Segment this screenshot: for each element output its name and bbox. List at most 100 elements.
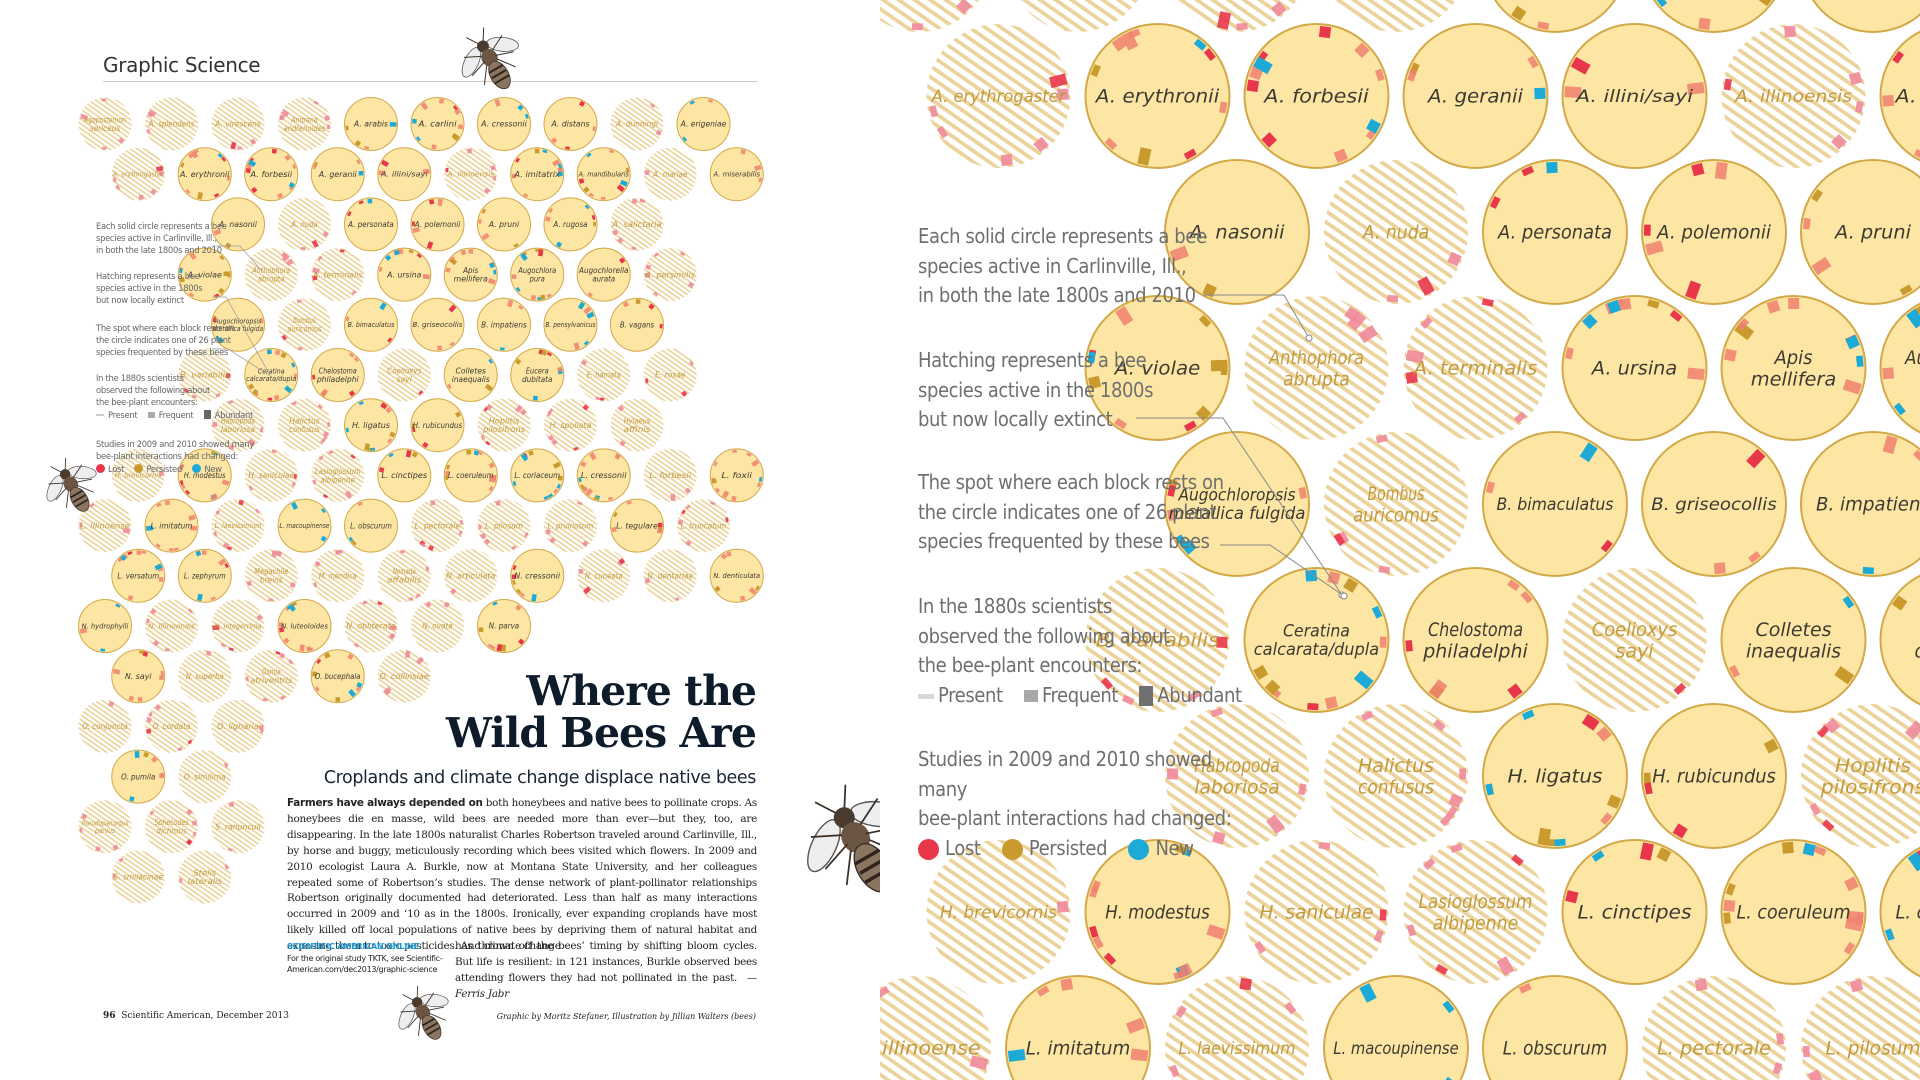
interaction-block — [1882, 94, 1895, 107]
interaction-block — [353, 642, 360, 648]
interaction-block — [380, 159, 390, 167]
interaction-block — [180, 162, 185, 168]
interaction-block — [1360, 710, 1374, 722]
hatched-circle — [411, 599, 464, 653]
interaction-block — [191, 150, 199, 159]
hatched-circle — [477, 398, 531, 452]
interaction-block — [1521, 165, 1535, 177]
species-circle: B. pensylvanicus — [543, 297, 598, 352]
interaction-block — [112, 668, 121, 675]
interaction-block — [1379, 636, 1387, 648]
species-circle: A. rugosa — [543, 197, 598, 252]
interaction-block — [512, 481, 517, 487]
new-label: New — [1155, 836, 1194, 861]
interaction-block — [1048, 73, 1068, 89]
interaction-block — [1125, 1017, 1146, 1034]
interaction-block — [1270, 1, 1287, 17]
species-circle: B. variabilis — [178, 348, 232, 402]
species-label: B. impatiens — [481, 320, 527, 329]
interaction-block — [1216, 11, 1232, 30]
interaction-block — [450, 588, 457, 595]
species-label: auricomus — [287, 325, 322, 334]
legend-line: but now locally extinct — [918, 407, 1113, 431]
species-circle: M. mendica — [311, 549, 365, 603]
species-label: B. bimaculatus — [1496, 494, 1613, 514]
interaction-block — [311, 239, 319, 248]
interaction-block — [565, 146, 570, 150]
interaction-block — [226, 175, 231, 181]
interaction-block — [280, 252, 288, 259]
solid-circle — [344, 197, 398, 252]
interaction-block — [1912, 449, 1920, 463]
online-link[interactable]: For the original study TKTK, see Scienti… — [287, 953, 443, 975]
legend-line: bee-plant interactions had changed: — [96, 451, 238, 461]
interaction-block — [259, 427, 264, 433]
bee-leg — [814, 801, 836, 814]
interaction-block — [148, 711, 153, 717]
species-label: Bombus — [1368, 483, 1425, 505]
interaction-block — [316, 658, 322, 664]
hatched-circle — [145, 800, 198, 854]
species-label: mellifera — [454, 275, 488, 284]
interaction-block — [1485, 783, 1495, 796]
interaction-block — [398, 249, 404, 255]
interaction-block — [1845, 334, 1860, 350]
bee-leg — [400, 1010, 417, 1013]
interaction-block — [478, 219, 482, 224]
interaction-block — [1723, 899, 1736, 912]
interaction-block — [656, 528, 663, 534]
interaction-block — [1748, 551, 1761, 563]
interaction-block — [215, 509, 221, 516]
interaction-block — [1333, 148, 1348, 163]
species-circle: A. illinoensis — [444, 147, 498, 201]
interaction-block — [483, 538, 491, 545]
interaction-block — [389, 431, 396, 438]
interaction-block — [247, 159, 257, 167]
interaction-block — [557, 475, 563, 481]
species-label: Halictus — [289, 417, 320, 426]
interaction-block — [1406, 924, 1417, 937]
interaction-block — [273, 394, 280, 401]
legend-line: the circle indicates one of 26 plant — [918, 499, 1217, 524]
interaction-block — [1324, 696, 1338, 710]
solid-circle — [1879, 302, 1920, 434]
legend-line: The spot where each block rests on — [918, 470, 1224, 494]
interaction-block — [281, 109, 290, 117]
leader-line — [212, 245, 263, 272]
interaction-block — [1736, 318, 1750, 331]
interaction-block — [1344, 306, 1360, 322]
hatched-circle — [1562, 568, 1707, 712]
interaction-block — [89, 502, 95, 508]
interaction-block — [557, 167, 563, 173]
interaction-block — [545, 216, 551, 222]
interaction-block — [1212, 831, 1226, 845]
interaction-block — [100, 648, 106, 652]
interaction-block — [192, 831, 197, 837]
interaction-block — [350, 454, 356, 460]
bee-leg — [65, 490, 69, 509]
interaction-block — [1386, 295, 1399, 303]
interaction-block — [347, 211, 352, 217]
interaction-block — [557, 163, 562, 169]
interaction-block — [1359, 983, 1377, 1003]
interaction-block — [1591, 850, 1605, 862]
solid-circle — [1641, 159, 1787, 305]
interaction-block — [449, 256, 455, 262]
interaction-block — [619, 179, 628, 187]
hatched-circle — [278, 398, 331, 452]
bee-leg — [483, 64, 488, 85]
interaction-block — [115, 184, 121, 190]
interaction-block — [1807, 1069, 1823, 1080]
interaction-block — [644, 272, 650, 278]
solid-circle — [477, 97, 531, 151]
interaction-block — [1656, 847, 1672, 862]
body-cont-text: has thrown off the bees’ timing by shift… — [455, 940, 757, 984]
solid-circle — [543, 97, 598, 151]
interaction-block — [1103, 952, 1117, 966]
interaction-block — [1892, 595, 1908, 611]
species-circle: L. obscurum — [1482, 975, 1628, 1080]
interaction-block — [1435, 963, 1449, 976]
